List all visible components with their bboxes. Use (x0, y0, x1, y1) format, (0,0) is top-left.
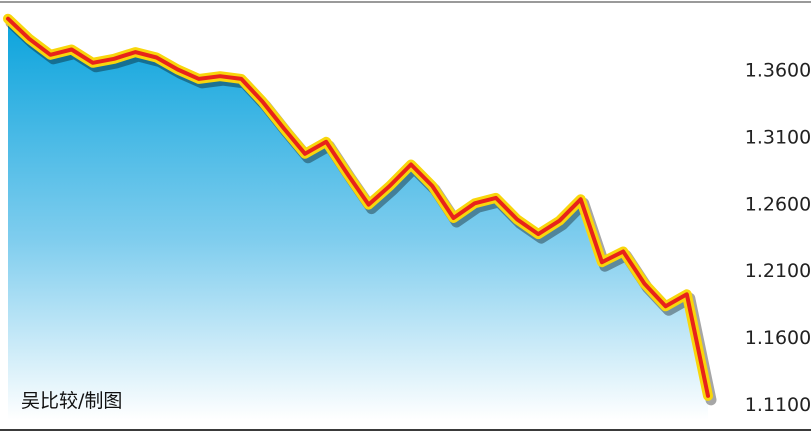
series-area-fill (8, 18, 708, 420)
y-tick-label: 1.1600 (745, 327, 811, 349)
y-tick-label: 1.2100 (745, 260, 811, 282)
y-tick-label: 1.2600 (745, 193, 811, 215)
y-tick-label: 1.3600 (745, 60, 811, 82)
credit-text: 吴比较/制图 (21, 390, 123, 412)
series-line (6, 16, 710, 398)
y-tick-label: 1.1100 (745, 394, 811, 416)
y-tick-label: 1.3100 (745, 126, 811, 148)
